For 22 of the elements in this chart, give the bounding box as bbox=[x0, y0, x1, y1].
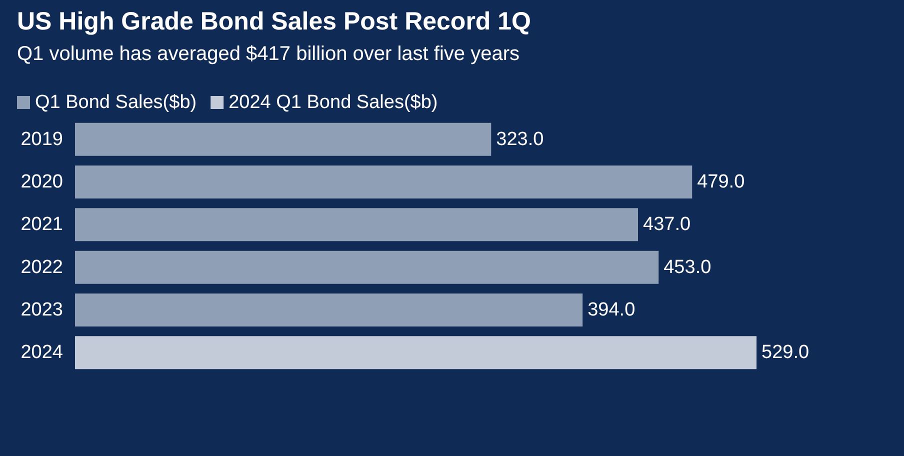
chart-title: US High Grade Bond Sales Post Record 1Q bbox=[17, 8, 532, 36]
data-label: 479.0 bbox=[697, 172, 745, 192]
y-tick-label: 2020 bbox=[20, 172, 63, 192]
bar bbox=[75, 166, 692, 198]
y-tick-label: 2024 bbox=[20, 342, 64, 364]
chart-subtitle: Q1 volume has averaged $417 billion over last five years bbox=[17, 43, 520, 65]
data-label: 394.0 bbox=[588, 300, 636, 320]
data-label: 529.0 bbox=[762, 342, 810, 364]
data-label: 323.0 bbox=[496, 128, 544, 150]
bar bbox=[75, 336, 757, 370]
data-label: 437.0 bbox=[643, 214, 691, 236]
bar bbox=[75, 208, 638, 242]
legend-label: 2024 Q1 Bond Sales($b) bbox=[228, 92, 438, 113]
data-label: 453.0 bbox=[664, 256, 712, 278]
bar bbox=[75, 294, 583, 326]
y-tick-label: 2021 bbox=[20, 214, 63, 236]
legend-label: Q1 Bond Sales($b) bbox=[35, 92, 197, 113]
y-tick-label: 2023 bbox=[20, 300, 63, 320]
y-tick-label: 2022 bbox=[20, 256, 63, 278]
y-tick-label: 2019 bbox=[20, 128, 63, 150]
bar bbox=[75, 122, 492, 156]
bar bbox=[75, 250, 659, 284]
